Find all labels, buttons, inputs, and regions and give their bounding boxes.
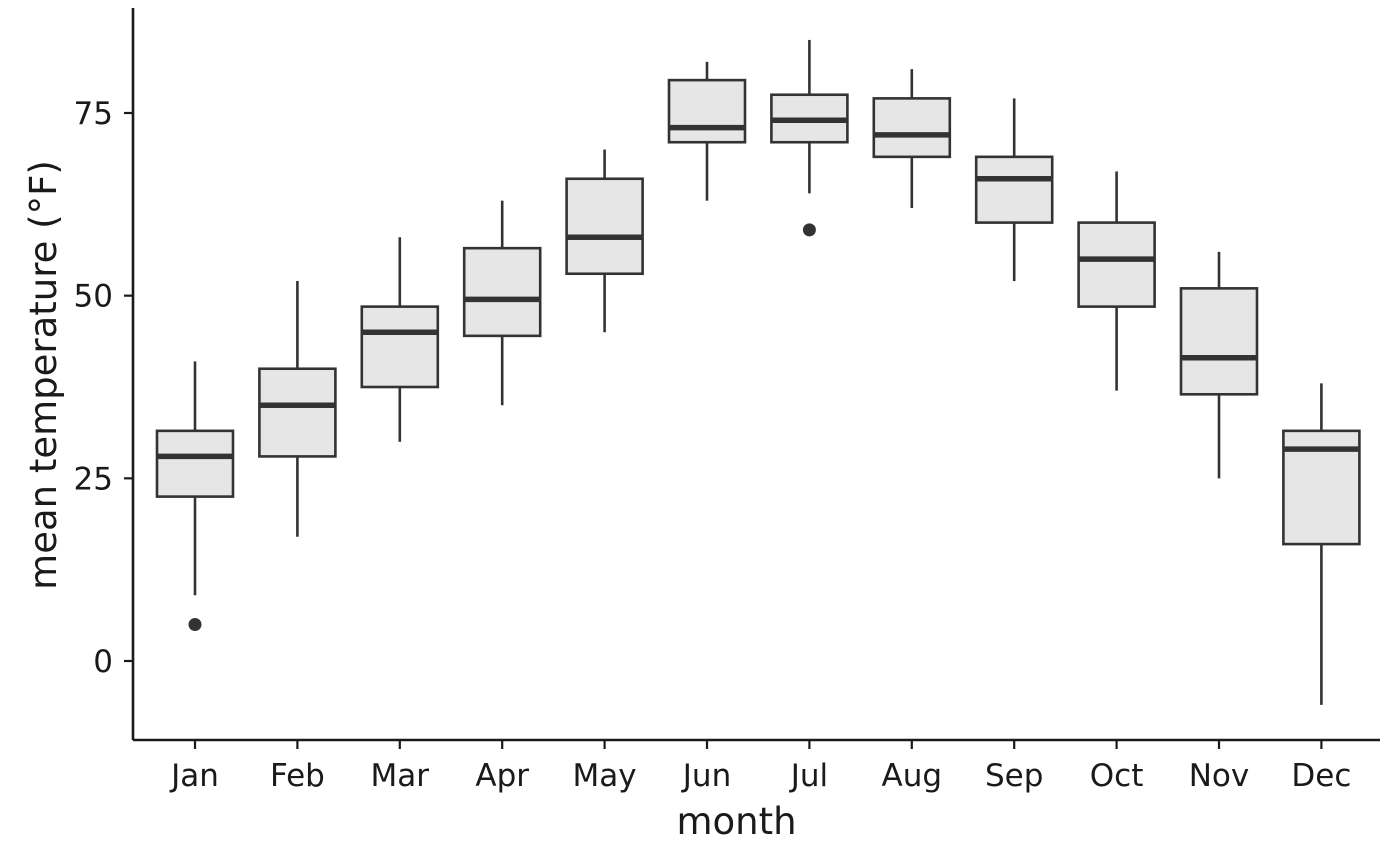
x-tick-label: Sep <box>985 758 1043 794</box>
box-feb <box>258 281 337 537</box>
x-tick-label: Jan <box>169 758 219 794</box>
x-tick-label: May <box>573 758 637 794</box>
box-jan <box>155 361 235 631</box>
x-tick-label: Apr <box>475 758 529 794</box>
box-oct <box>1077 171 1156 391</box>
iqr-box <box>1077 221 1156 308</box>
y-tick-label: 0 <box>93 644 113 680</box>
box-nov <box>1179 251 1259 479</box>
x-tick-label: Aug <box>882 758 943 794</box>
iqr-box <box>565 177 644 276</box>
y-tick-label: 75 <box>74 96 113 132</box>
iqr-box <box>667 78 747 144</box>
iqr-box <box>872 97 952 159</box>
x-tick-label: Mar <box>371 758 430 794</box>
x-tick-label: Feb <box>270 758 325 794</box>
y-tick-label: 50 <box>74 279 113 315</box>
iqr-box <box>155 429 235 498</box>
box-mar <box>360 237 440 442</box>
y-tick-label: 25 <box>74 461 113 497</box>
box-jun <box>667 61 747 201</box>
box-sep <box>974 98 1054 282</box>
box-may <box>565 149 644 333</box>
box-dec <box>1282 383 1361 705</box>
iqr-box <box>974 155 1054 224</box>
iqr-box <box>462 246 542 338</box>
x-tick-label: Jul <box>789 758 828 794</box>
tick-labels: 0 25 50 75 Jan Feb Mar Apr May Jun Jul Aug Sep Oct Nov… <box>74 96 1352 794</box>
x-tick-label: Nov <box>1189 758 1250 794</box>
x-tick-label: Dec <box>1291 758 1351 794</box>
x-tick-label: Oct <box>1090 758 1144 794</box>
box-apr <box>462 200 542 406</box>
outlier-point <box>802 223 816 237</box>
outlier-point <box>188 617 202 631</box>
iqr-box <box>258 367 337 458</box>
y-axis-title: mean temperature (°F) <box>22 160 65 590</box>
axes <box>131 8 1380 742</box>
box-jul <box>770 39 849 237</box>
iqr-box <box>360 305 440 389</box>
x-axis-title: month <box>676 800 796 843</box>
iqr-box <box>1179 287 1259 396</box>
box-aug <box>872 69 952 208</box>
x-tick-label: Jun <box>681 758 731 794</box>
plot-marks <box>155 39 1361 705</box>
